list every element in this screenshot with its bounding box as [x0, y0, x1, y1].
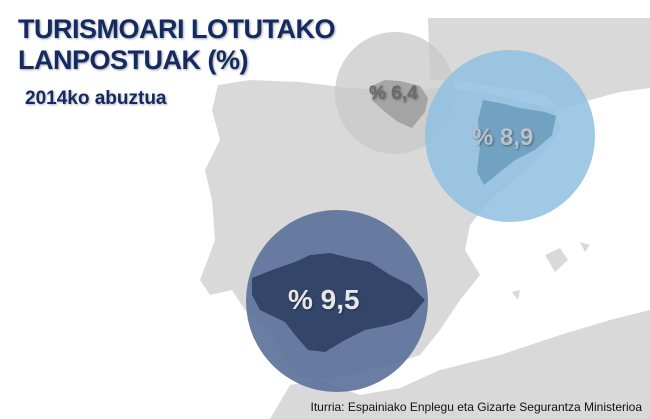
basque-country-shape — [372, 80, 428, 128]
andalusia-shape — [252, 253, 425, 352]
catalonia-shape — [477, 100, 556, 185]
title-line-2: LANPOSTUAK (%) — [18, 45, 248, 75]
balearic-islands — [512, 242, 590, 300]
andalusia-value: % 9,5 — [288, 284, 360, 315]
source-note: Iturria: Espainiako Enplegu eta Gizarte … — [310, 400, 642, 414]
basque-country-value: % 6,4 — [369, 83, 418, 104]
title-line-1: TURISMOARI LOTUTAKO — [18, 14, 335, 44]
catalonia-value: % 8,9 — [472, 124, 534, 151]
subtitle: 2014ko abuztua — [25, 88, 167, 109]
africa-land — [270, 310, 650, 419]
page-title: TURISMOARI LOTUTAKO LANPOSTUAK (%) — [18, 14, 335, 76]
